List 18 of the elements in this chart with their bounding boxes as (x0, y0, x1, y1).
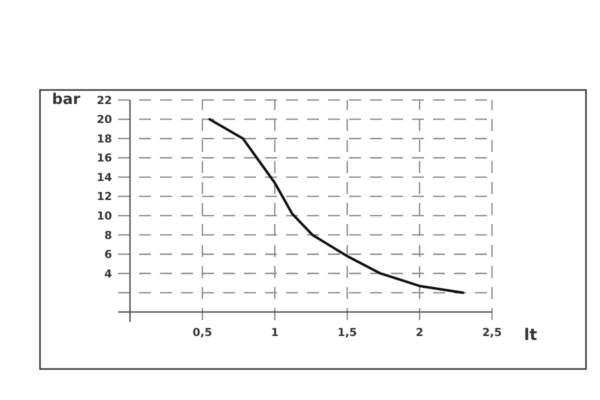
x-tick-label: 0,5 (192, 326, 212, 339)
y-tick-label: 8 (104, 228, 112, 242)
y-tick-label: 22 (96, 94, 112, 107)
line-series (208, 118, 464, 294)
x-axis-title: lt (524, 325, 538, 344)
y-tick-label: 12 (96, 190, 112, 204)
x-tick-label: 1,5 (337, 326, 357, 339)
x-tick-label: 2 (416, 326, 424, 339)
y-tick-label: 14 (96, 170, 112, 184)
y-tick-label: 6 (104, 248, 112, 262)
x-tick-label: 1 (270, 326, 279, 339)
y-axis-title: bar (52, 90, 81, 108)
y-tick-label: 4 (104, 267, 112, 280)
y-tick-label: 16 (96, 152, 112, 165)
y-tick-label: 10 (96, 209, 112, 222)
y-tick-label: 20 (96, 113, 112, 126)
x-tick-label: 2,5 (482, 326, 502, 339)
y-tick-label: 18 (96, 132, 112, 146)
